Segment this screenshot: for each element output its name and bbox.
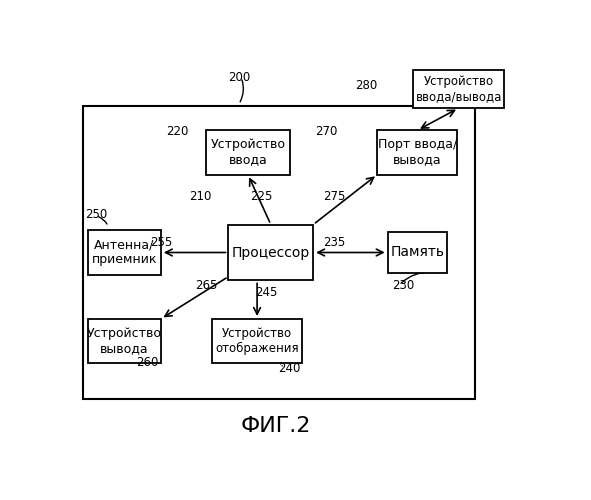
Text: Память: Память (391, 246, 444, 260)
Text: 210: 210 (189, 190, 212, 203)
Text: 230: 230 (392, 278, 414, 291)
Text: 270: 270 (315, 124, 337, 138)
Text: 250: 250 (85, 208, 108, 220)
Text: Антенна/
приемник: Антенна/ приемник (92, 238, 157, 266)
FancyBboxPatch shape (413, 70, 504, 108)
FancyBboxPatch shape (388, 232, 447, 272)
FancyBboxPatch shape (87, 230, 161, 274)
FancyBboxPatch shape (83, 106, 475, 399)
Text: 265: 265 (195, 278, 217, 291)
FancyBboxPatch shape (206, 130, 290, 174)
Text: Процессор: Процессор (232, 246, 310, 260)
Text: ФИГ.2: ФИГ.2 (240, 416, 311, 436)
Text: 260: 260 (136, 356, 158, 368)
Text: Устройство
ввода: Устройство ввода (210, 138, 285, 166)
Text: 220: 220 (166, 124, 189, 138)
Text: 200: 200 (228, 71, 250, 84)
FancyBboxPatch shape (377, 130, 457, 174)
Text: Устройство
вывода: Устройство вывода (87, 327, 162, 355)
Text: Устройство
ввода/вывода: Устройство ввода/вывода (415, 75, 502, 103)
FancyBboxPatch shape (212, 319, 302, 363)
Text: 280: 280 (356, 78, 378, 92)
Text: 240: 240 (278, 362, 300, 374)
Text: 225: 225 (250, 190, 272, 203)
FancyBboxPatch shape (87, 319, 161, 363)
Text: 255: 255 (150, 236, 173, 250)
Text: 245: 245 (255, 286, 277, 300)
Text: 235: 235 (323, 236, 346, 250)
Text: Порт ввода/
вывода: Порт ввода/ вывода (378, 138, 457, 166)
FancyBboxPatch shape (229, 224, 313, 280)
Text: Устройство
отображения: Устройство отображения (215, 327, 299, 355)
Text: 275: 275 (323, 190, 346, 203)
